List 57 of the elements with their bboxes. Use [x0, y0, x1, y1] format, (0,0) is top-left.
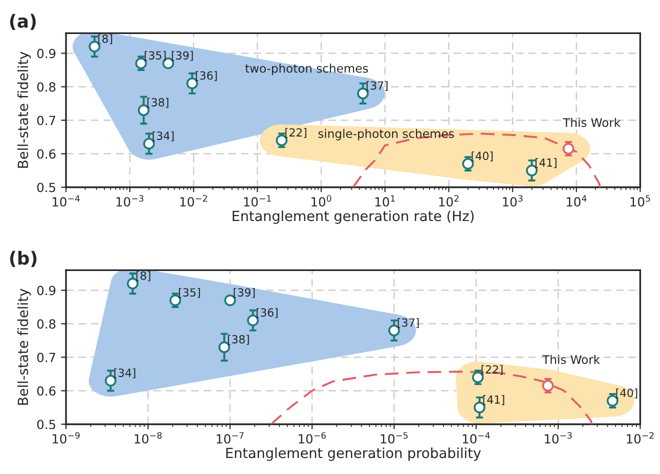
x-tick-label: 10$^{2}$: [439, 195, 459, 207]
annotation: [34]: [114, 368, 136, 378]
series-label: This Work: [562, 118, 621, 127]
x-axis-title: Entanglement generation rate (Hz): [232, 210, 474, 224]
x-tick-label: 10$^{−7}$: [216, 432, 244, 444]
y-tick-label: 0.6: [37, 386, 56, 396]
x-tick-label: 10$^{0}$: [312, 195, 332, 207]
y-tick-label: 0.9: [37, 286, 56, 296]
y-tick-label: 0.9: [37, 48, 56, 58]
x-tick-label: 10$^{−3}$: [544, 432, 572, 444]
annotation: [37]: [366, 81, 388, 92]
y-axis-title: Bell-state fidelity: [17, 52, 31, 168]
series-label: two-photon schemes: [245, 64, 368, 76]
annotation: [34]: [152, 131, 174, 142]
x-tick-label: 10$^{−2}$: [180, 195, 207, 207]
x-tick-label: 10$^{−1}$: [244, 195, 271, 207]
y-tick-label: 0.8: [37, 82, 56, 92]
x-tick-label: 10$^{−4}$: [52, 195, 80, 207]
annotation: [36]: [256, 308, 278, 318]
annotation: [41]: [536, 158, 556, 168]
x-tick-label: 10$^{5}$: [630, 195, 650, 207]
y-tick-label: 0.7: [37, 116, 56, 126]
y-tick-label: 0.5: [37, 182, 56, 192]
annotation: [35]: [144, 51, 166, 61]
x-tick-label: 10$^{4}$: [566, 195, 586, 207]
x-tick-label: 10$^{−9}$: [52, 432, 80, 444]
y-axis-title: Bell-state fidelity: [17, 288, 31, 405]
y-tick-label: 0.8: [37, 319, 56, 329]
annotation: [38]: [147, 98, 168, 108]
annotation: [35]: [179, 288, 200, 298]
x-tick-label: 10$^{1}$: [375, 195, 395, 207]
series-label: This Work: [542, 354, 600, 364]
annotation: [39]: [172, 51, 193, 61]
y-tick-label: 0.6: [37, 149, 56, 159]
y-tick-label: 0.7: [37, 352, 56, 362]
x-tick-label: 10$^{−6}$: [298, 432, 326, 444]
x-tick-label: 10$^{−8}$: [134, 432, 162, 444]
x-axis-title: Entanglement generation probability: [226, 447, 481, 461]
x-tick-label: 10$^{−5}$: [380, 432, 408, 444]
chart-title: (b): [10, 250, 36, 268]
x-tick-label: 10$^{−4}$: [462, 432, 490, 444]
annotation: [37]: [398, 318, 419, 328]
annotation: [8]: [98, 34, 112, 44]
annotation: [41]: [483, 395, 504, 406]
annotation: [40]: [616, 388, 638, 398]
annotation: [39]: [234, 288, 255, 298]
annotation: [8]: [136, 271, 150, 282]
x-tick-label: 10$^{−2}$: [626, 432, 654, 444]
x-tick-label: 10$^{3}$: [502, 195, 522, 207]
series-label: single-photon schemes: [318, 128, 454, 140]
annotation: [38]: [228, 334, 249, 345]
chart-title: (a): [10, 14, 36, 30]
y-tick-label: 0.5: [37, 420, 56, 430]
x-tick-label: 10$^{−3}$: [116, 195, 144, 207]
annotation: [22]: [285, 128, 306, 138]
annotation: [36]: [196, 71, 217, 81]
annotation: [40]: [472, 151, 493, 162]
